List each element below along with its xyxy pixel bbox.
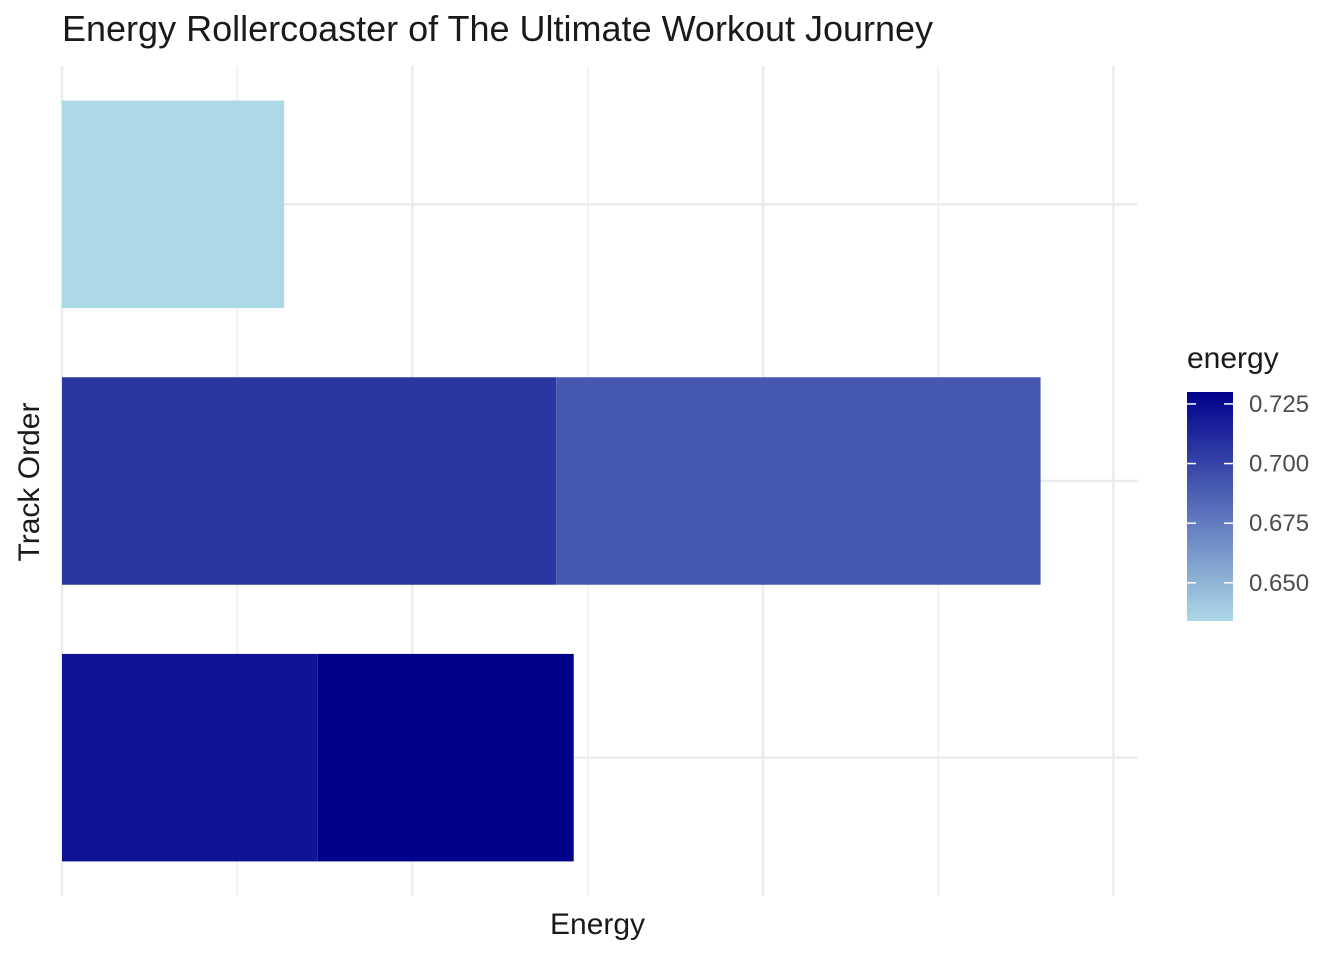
legend-tick-label: 0.700 — [1249, 451, 1309, 478]
bar-segment — [556, 377, 1041, 585]
bar-segment — [317, 653, 574, 862]
bar-segment — [62, 653, 318, 862]
legend-tick-label: 0.725 — [1249, 391, 1309, 418]
legend: 0.650 0.675 0.700 0.725 — [1187, 391, 1309, 621]
bar-segment — [62, 100, 285, 309]
y-axis-label: Track Order — [13, 402, 46, 562]
bars — [62, 100, 1041, 862]
x-axis-label: Energy — [550, 908, 646, 941]
legend-tick-label: 0.650 — [1249, 570, 1309, 597]
bar-segment — [62, 377, 557, 585]
legend-tick-label: 0.675 — [1249, 510, 1309, 537]
chart-title: Energy Rollercoaster of The Ultimate Wor… — [62, 8, 934, 49]
legend-colorbar — [1187, 392, 1233, 621]
legend-title: energy — [1187, 342, 1279, 375]
